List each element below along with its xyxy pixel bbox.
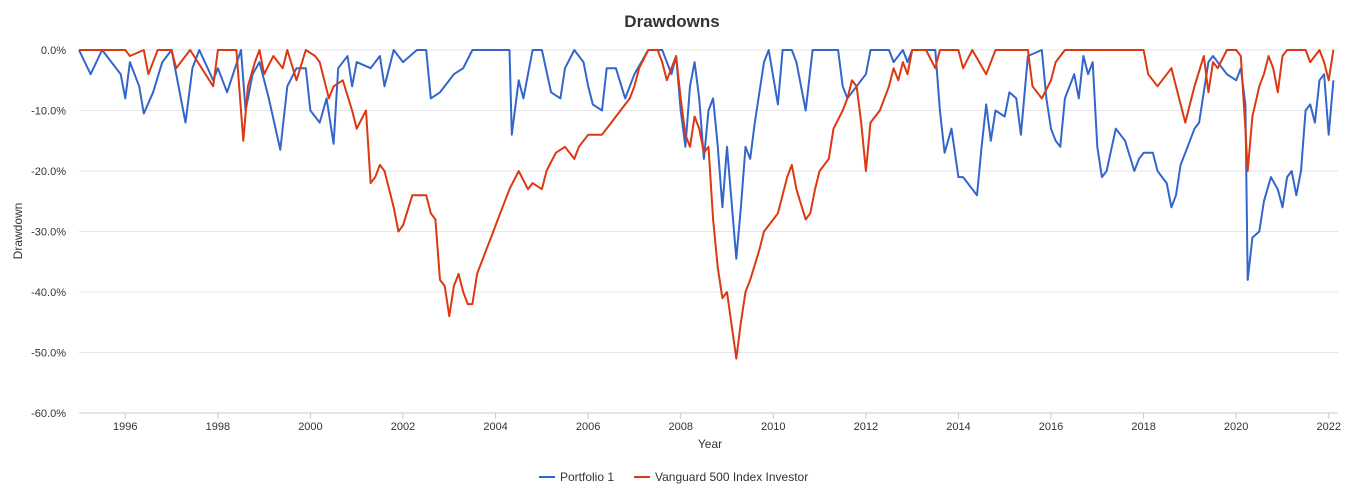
x-tick-label: 2014 xyxy=(946,421,970,433)
x-tick-label: 2002 xyxy=(391,421,415,433)
legend-label-vanguard-500: Vanguard 500 Index Investor xyxy=(655,470,808,484)
y-tick-label: 0.0% xyxy=(41,45,66,57)
legend-item-vanguard-500[interactable]: Vanguard 500 Index Investor xyxy=(634,470,808,484)
y-tick-label: -30.0% xyxy=(31,227,66,239)
legend[interactable]: Portfolio 1 Vanguard 500 Index Investor xyxy=(539,470,808,484)
y-tick-label: -50.0% xyxy=(31,348,66,360)
y-tick-label: -60.0% xyxy=(31,408,66,420)
y-axis-label: Drawdown xyxy=(11,203,25,260)
legend-label-portfolio-1: Portfolio 1 xyxy=(560,470,614,484)
y-tick-label: -40.0% xyxy=(31,287,66,299)
series-line-vanguard-500[interactable] xyxy=(79,49,1335,360)
x-axis-label: Year xyxy=(698,437,722,451)
x-tick-label: 2006 xyxy=(576,421,600,433)
legend-item-portfolio-1[interactable]: Portfolio 1 xyxy=(539,470,614,484)
x-tick-label: 2020 xyxy=(1224,421,1248,433)
x-tick-label: 2018 xyxy=(1131,421,1155,433)
x-tick-label: 1998 xyxy=(206,421,230,433)
x-tick-label: 1996 xyxy=(113,421,137,433)
x-axis-ticks: 1996 1998 2000 2002 2004 2006 2008 2010 2012 2014… xyxy=(113,413,1341,433)
x-tick-label: 2000 xyxy=(298,421,322,433)
x-tick-label: 2008 xyxy=(668,421,692,433)
x-tick-label: 2022 xyxy=(1317,421,1341,433)
y-tick-label: -10.0% xyxy=(31,106,66,118)
x-tick-label: 2010 xyxy=(761,421,785,433)
chart-title: Drawdowns xyxy=(624,12,719,31)
x-tick-label: 2004 xyxy=(483,421,507,433)
y-axis-ticks: 0.0% -10.0% -20.0% -30.0% -40.0% -50.0% -60.0% xyxy=(31,45,66,420)
x-tick-label: 2012 xyxy=(854,421,878,433)
x-tick-label: 2016 xyxy=(1039,421,1063,433)
y-tick-label: -20.0% xyxy=(31,166,66,178)
series-lines xyxy=(78,49,1335,360)
series-line-portfolio-1[interactable] xyxy=(78,49,1335,281)
